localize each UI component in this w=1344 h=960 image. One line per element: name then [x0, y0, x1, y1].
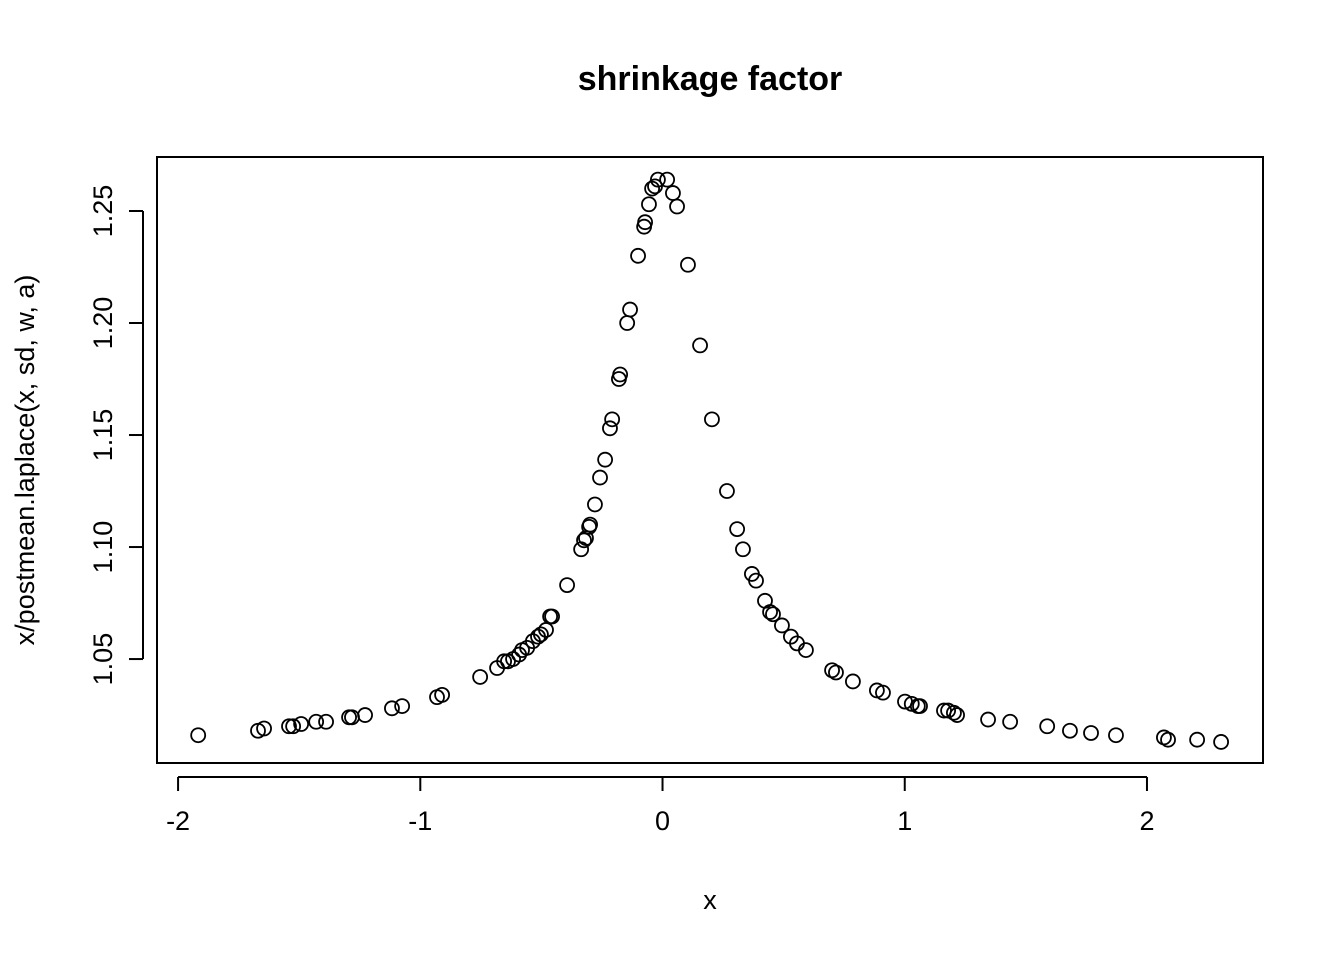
point	[669, 198, 685, 215]
x-axis-label: x	[703, 885, 717, 915]
point	[845, 673, 861, 690]
point	[612, 366, 629, 383]
point	[293, 716, 310, 732]
point	[659, 171, 676, 188]
point	[1160, 731, 1176, 748]
point	[765, 606, 781, 623]
point	[719, 483, 735, 499]
point	[650, 171, 666, 188]
x-tick-label: -2	[166, 806, 190, 836]
point	[774, 617, 790, 634]
point	[680, 256, 696, 273]
point	[582, 516, 598, 533]
point	[637, 214, 653, 231]
point	[630, 247, 646, 264]
y-tick-label: 1.25	[88, 185, 118, 238]
point	[308, 713, 325, 730]
point	[735, 541, 751, 558]
point	[533, 626, 549, 643]
point	[357, 707, 373, 723]
x-tick-label: -1	[408, 806, 432, 836]
point	[762, 604, 778, 620]
x-tick-label: 2	[1139, 806, 1154, 836]
y-tick-label: 1.10	[88, 521, 118, 574]
point	[946, 704, 962, 721]
point	[1108, 727, 1124, 744]
point	[748, 572, 764, 589]
point	[980, 711, 996, 728]
point	[1213, 734, 1229, 750]
point	[641, 196, 657, 213]
x-tick-label: 0	[655, 806, 670, 836]
point	[281, 718, 297, 735]
point	[285, 718, 302, 735]
point	[597, 451, 614, 468]
point	[912, 698, 928, 714]
point	[587, 496, 603, 513]
point	[384, 700, 400, 717]
y-tick-label: 1.15	[88, 409, 118, 462]
point	[559, 577, 575, 594]
point	[592, 469, 608, 486]
point	[434, 686, 450, 703]
point	[692, 337, 708, 354]
point	[604, 411, 621, 428]
point	[704, 411, 720, 428]
y-tick-label: 1.20	[88, 297, 118, 350]
point	[318, 713, 334, 730]
point	[798, 642, 814, 658]
plot-frame	[156, 156, 1264, 764]
point	[949, 707, 965, 723]
point	[828, 664, 844, 681]
point	[1002, 713, 1019, 730]
point	[256, 720, 272, 737]
point	[622, 301, 638, 318]
point	[1189, 731, 1206, 748]
point	[190, 727, 207, 744]
y-tick-label: 1.05	[88, 633, 118, 686]
point	[1062, 722, 1078, 739]
point	[544, 608, 560, 625]
point	[602, 420, 618, 437]
chart-title: shrinkage factor	[578, 60, 843, 98]
x-tick-label: 1	[897, 806, 912, 836]
point	[1083, 725, 1099, 741]
point	[576, 532, 592, 549]
y-axis-label: x/postmean.laplace(x, sd, w, a)	[10, 275, 40, 646]
point	[394, 698, 411, 714]
point	[875, 684, 891, 701]
point	[1039, 718, 1056, 735]
point	[496, 653, 513, 670]
point	[729, 521, 746, 538]
point	[472, 669, 489, 685]
